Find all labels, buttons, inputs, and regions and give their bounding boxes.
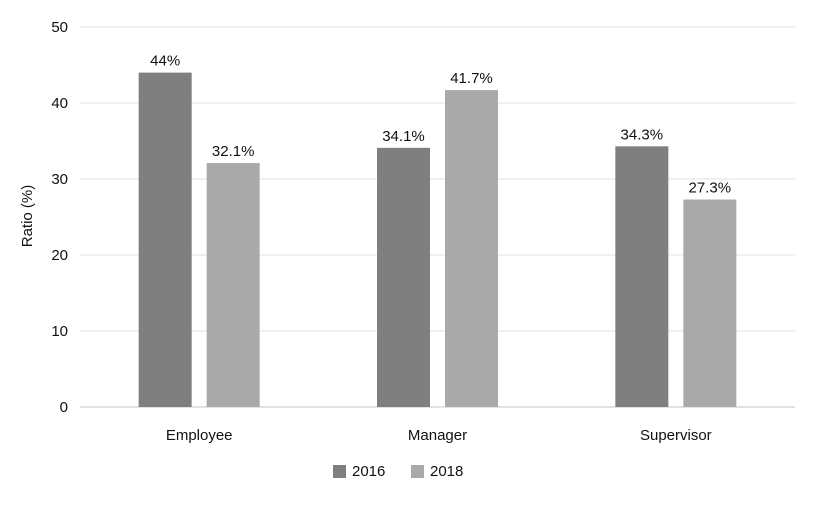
y-tick-label: 0 xyxy=(60,399,68,416)
x-axis-ticks: Employee Manager Supervisor xyxy=(166,427,712,444)
bar-2018-employee xyxy=(206,163,260,407)
data-label: 32.1% xyxy=(212,143,255,160)
x-tick-label: Employee xyxy=(166,427,233,444)
bar-2016-supervisor xyxy=(615,146,669,407)
data-label: 44% xyxy=(150,53,180,70)
bar-2016-employee xyxy=(138,72,192,407)
bar-2016-manager xyxy=(377,147,430,407)
bar-2018-manager xyxy=(445,90,498,407)
x-tick-label: Supervisor xyxy=(640,427,712,444)
legend-swatch-2018 xyxy=(411,465,424,478)
y-axis-label: Ratio (%) xyxy=(19,185,36,248)
legend-label: 2016 xyxy=(352,463,385,480)
legend: 2016 2018 xyxy=(333,463,463,480)
y-tick-label: 20 xyxy=(51,247,68,264)
y-tick-label: 40 xyxy=(51,95,68,112)
y-axis-ticks: 0 10 20 30 40 50 xyxy=(51,19,68,416)
data-label: 34.1% xyxy=(382,128,425,145)
bars xyxy=(138,72,737,407)
bar-2018-supervisor xyxy=(683,199,737,407)
data-labels: 44% 32.1% 34.1% 41.7% 34.3% 27.3% xyxy=(150,53,731,197)
legend-swatch-2016 xyxy=(333,465,346,478)
x-tick-label: Manager xyxy=(408,427,467,444)
data-label: 41.7% xyxy=(450,70,493,87)
y-tick-label: 30 xyxy=(51,171,68,188)
data-label: 27.3% xyxy=(689,180,732,197)
gridlines xyxy=(80,26,795,408)
y-tick-label: 10 xyxy=(51,323,68,340)
legend-label: 2018 xyxy=(430,463,463,480)
data-label: 34.3% xyxy=(621,126,664,143)
y-tick-label: 50 xyxy=(51,19,68,36)
